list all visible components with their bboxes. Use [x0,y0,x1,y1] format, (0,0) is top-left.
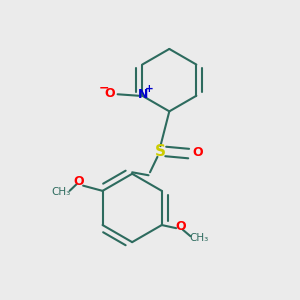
Text: +: + [145,84,154,94]
Text: N: N [138,88,148,101]
Text: CH₃: CH₃ [190,233,209,243]
Text: O: O [105,87,115,100]
Text: O: O [74,175,84,188]
Text: O: O [175,220,186,232]
Text: S: S [155,144,166,159]
Text: O: O [193,146,203,160]
Text: −: − [99,81,110,94]
Text: CH₃: CH₃ [51,187,70,197]
